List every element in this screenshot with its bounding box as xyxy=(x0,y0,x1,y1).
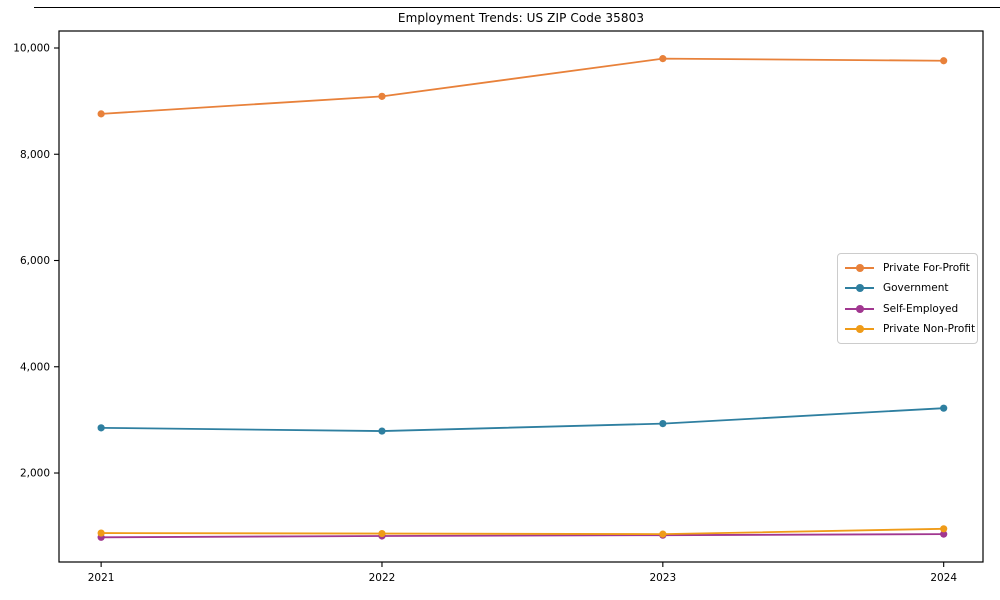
series-marker xyxy=(378,92,386,100)
y-tick-label: 4,000 xyxy=(20,361,50,373)
legend-marker-dot xyxy=(855,284,864,293)
series-marker xyxy=(659,55,667,63)
series-marker xyxy=(940,525,948,533)
series-marker xyxy=(940,57,948,65)
legend-line-swatch xyxy=(845,324,874,333)
y-tick-label: 10,000 xyxy=(13,43,50,55)
x-tick-label: 2022 xyxy=(369,572,396,584)
legend-item: Private For-Profit xyxy=(845,258,970,278)
legend-marker-dot xyxy=(855,304,864,313)
series-line xyxy=(101,533,944,539)
legend-item: Private Non-Profit xyxy=(845,319,975,339)
series-line xyxy=(101,57,944,115)
axes-frame xyxy=(58,30,984,563)
series-marker xyxy=(659,530,667,538)
x-tick-label: 2021 xyxy=(88,572,115,584)
series-marker xyxy=(940,404,948,412)
y-tick-label: 6,000 xyxy=(20,255,50,267)
chart-title: Employment Trends: US ZIP Code 35803 xyxy=(397,11,645,25)
legend-label: Private Non-Profit xyxy=(883,322,976,335)
legend-item: Self-Employed xyxy=(845,299,970,319)
legend-label: Self-Employed xyxy=(883,302,959,315)
legend-label: Private For-Profit xyxy=(883,262,970,275)
legend-line-swatch xyxy=(845,284,874,293)
series-marker xyxy=(940,530,948,538)
series-marker xyxy=(378,529,386,538)
legend-item: Government xyxy=(845,278,970,298)
legend-marker-dot xyxy=(855,324,864,333)
series-marker xyxy=(378,427,386,435)
series-line xyxy=(101,407,944,432)
legend-marker-dot xyxy=(855,264,864,273)
x-tick-label: 2023 xyxy=(649,572,676,584)
y-tick-label: 2,000 xyxy=(20,468,50,480)
x-tick-label: 2024 xyxy=(930,572,957,584)
figure-top-border xyxy=(34,7,1000,8)
series-marker xyxy=(97,110,105,118)
series-marker xyxy=(659,420,667,428)
legend: Private For-Profit Government Self-Employe… xyxy=(837,253,978,344)
legend-label: Government xyxy=(883,282,949,295)
legend-line-swatch xyxy=(845,264,874,273)
y-tick-label: 8,000 xyxy=(20,149,50,161)
series-marker xyxy=(97,424,105,432)
series-marker xyxy=(97,529,105,537)
series-line xyxy=(101,527,944,536)
legend-line-swatch xyxy=(845,304,874,313)
